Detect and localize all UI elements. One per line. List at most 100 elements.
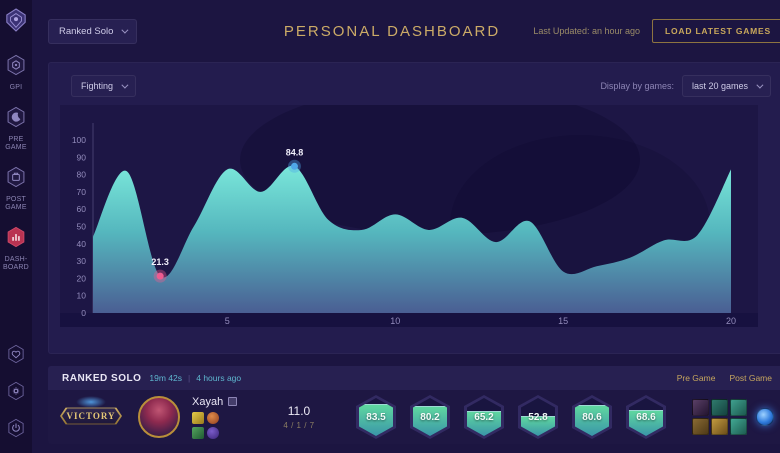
svg-text:100: 100 bbox=[72, 135, 86, 145]
app-logo-icon[interactable] bbox=[5, 8, 27, 32]
svg-text:5: 5 bbox=[225, 316, 230, 326]
match-result-label: VICTORY bbox=[66, 411, 116, 421]
load-latest-games-button[interactable]: LOAD LATEST GAMES bbox=[652, 19, 780, 43]
display-by-selector[interactable]: last 20 games bbox=[681, 75, 771, 97]
match-summary-row[interactable]: VICTORY Xayah bbox=[48, 390, 780, 444]
sidebar-item-dashboard[interactable]: DASH- BOARD bbox=[0, 226, 32, 272]
svg-text:50: 50 bbox=[77, 222, 87, 232]
chevron-down-icon bbox=[756, 81, 764, 89]
svg-text:90: 90 bbox=[77, 152, 87, 162]
sidebar-item-label: POST GAME bbox=[5, 196, 27, 211]
stat-value: 52.8 bbox=[528, 411, 548, 423]
sidebar-item-post-game[interactable]: POST GAME bbox=[0, 166, 32, 212]
category-selector-value: Fighting bbox=[81, 81, 114, 91]
stat-value: 83.5 bbox=[366, 411, 386, 423]
svg-text:20: 20 bbox=[726, 316, 736, 326]
keystone-rune-icon bbox=[207, 411, 219, 424]
stat-value: 65.2 bbox=[474, 411, 494, 423]
svg-text:20: 20 bbox=[77, 273, 87, 283]
svg-text:84.8: 84.8 bbox=[286, 147, 304, 157]
summoner-spell-icon bbox=[192, 411, 204, 424]
last-updated-text: Last Updated: an hour ago bbox=[533, 26, 640, 36]
sidebar-nav: GPI PRE GAME bbox=[0, 54, 32, 272]
chevron-down-icon bbox=[121, 81, 129, 89]
stat-hexagon[interactable]: 80.2 bbox=[410, 395, 450, 439]
badge-glow bbox=[76, 396, 106, 408]
item-icon bbox=[730, 399, 747, 416]
kda-block: 11.0 4 / 1 / 7 bbox=[274, 404, 324, 430]
power-icon[interactable] bbox=[7, 418, 25, 443]
svg-text:30: 30 bbox=[77, 256, 87, 266]
latest-match-card: RANKED SOLO 19m 42s | 4 hours ago Pre Ga… bbox=[48, 366, 780, 444]
stat-hexagon[interactable]: 83.5 bbox=[356, 395, 396, 439]
victory-badge: VICTORY bbox=[60, 396, 122, 436]
chart-canvas: 0 10 20 30 40 50 60 70 80 90 100 5 10 15 20 21.3 84.8 bbox=[60, 85, 758, 327]
sidebar-item-gpi[interactable]: GPI bbox=[0, 54, 32, 92]
stat-hexagon[interactable]: 68.6 bbox=[626, 395, 666, 439]
svg-text:60: 60 bbox=[77, 204, 87, 214]
match-queue-label: RANKED SOLO bbox=[62, 372, 142, 384]
queue-selector-value: Ranked Solo bbox=[59, 25, 114, 37]
sidebar-item-label: DASH- BOARD bbox=[3, 256, 29, 271]
pregame-moon-icon bbox=[6, 106, 26, 133]
kda-ratio: 11.0 bbox=[287, 404, 311, 418]
main-content: Ranked Solo PERSONAL DASHBOARD Last Upda… bbox=[32, 0, 780, 453]
category-selector[interactable]: Fighting bbox=[71, 75, 137, 97]
svg-text:70: 70 bbox=[77, 187, 87, 197]
gpi-hexagon-icon bbox=[6, 54, 26, 81]
match-time-ago: 4 hours ago bbox=[196, 373, 242, 383]
items-grid bbox=[692, 399, 747, 435]
item-icon bbox=[730, 418, 747, 435]
stat-hexagon[interactable]: 65.2 bbox=[464, 395, 504, 439]
gpi-stat-hexagons: 83.5 80.2 65.2 52.8 bbox=[356, 395, 666, 439]
stat-value: 68.6 bbox=[636, 411, 656, 423]
dashboard-chart-card: Fighting Display by games: last 20 games bbox=[48, 62, 780, 354]
settings-gear-icon[interactable] bbox=[7, 381, 25, 406]
svg-text:10: 10 bbox=[390, 316, 400, 326]
svg-text:40: 40 bbox=[77, 239, 87, 249]
champion-avatar[interactable] bbox=[138, 396, 180, 438]
svg-text:80: 80 bbox=[77, 170, 87, 180]
item-icon bbox=[711, 399, 728, 416]
champion-name: Xayah bbox=[192, 395, 224, 408]
match-header-bar: RANKED SOLO 19m 42s | 4 hours ago Pre Ga… bbox=[48, 366, 780, 390]
sidebar-item-pre-game[interactable]: PRE GAME bbox=[0, 106, 32, 152]
item-icon bbox=[692, 399, 709, 416]
area-series bbox=[93, 165, 731, 313]
champion-avatar-wrap bbox=[138, 396, 180, 438]
svg-text:15: 15 bbox=[558, 316, 568, 326]
queue-selector[interactable]: Ranked Solo bbox=[48, 18, 138, 44]
sidebar: GPI PRE GAME bbox=[0, 0, 32, 453]
position-icon bbox=[228, 397, 238, 406]
top-bar: Ranked Solo PERSONAL DASHBOARD Last Upda… bbox=[32, 0, 780, 62]
summoner-spell-icon bbox=[192, 426, 204, 439]
victory-ribbon-icon: VICTORY bbox=[60, 407, 122, 425]
sidebar-item-label: GPI bbox=[9, 84, 23, 91]
stat-value: 80.6 bbox=[582, 411, 602, 423]
pre-game-link[interactable]: Pre Game bbox=[676, 373, 716, 383]
stat-hexagon[interactable]: 80.6 bbox=[572, 395, 612, 439]
display-by-label: Display by games: bbox=[600, 81, 674, 91]
svg-text:0: 0 bbox=[81, 308, 86, 318]
dashboard-chart-icon bbox=[6, 226, 26, 253]
svg-text:10: 10 bbox=[77, 291, 87, 301]
heart-icon[interactable] bbox=[7, 344, 25, 369]
sidebar-item-label: PRE GAME bbox=[5, 136, 27, 151]
postgame-box-icon bbox=[6, 166, 26, 193]
stat-hexagon[interactable]: 52.8 bbox=[518, 395, 558, 439]
loadout-grid bbox=[192, 411, 256, 439]
sidebar-footer bbox=[7, 344, 25, 453]
svg-text:21.3: 21.3 bbox=[151, 257, 169, 267]
champion-block: Xayah bbox=[192, 396, 256, 439]
item-icon bbox=[692, 418, 709, 435]
trinket-ward-icon bbox=[756, 408, 774, 426]
secondary-rune-icon bbox=[207, 426, 219, 439]
stat-value: 80.2 bbox=[420, 411, 440, 423]
item-icon bbox=[711, 418, 728, 435]
kda-detail: 4 / 1 / 7 bbox=[283, 421, 315, 430]
performance-area-chart: 0 10 20 30 40 50 60 70 80 90 100 5 10 15 20 21.3 84.8 bbox=[60, 85, 774, 332]
chevron-down-icon bbox=[121, 26, 129, 34]
match-duration: 19m 42s bbox=[149, 373, 183, 383]
post-game-link[interactable]: Post Game bbox=[729, 373, 772, 383]
